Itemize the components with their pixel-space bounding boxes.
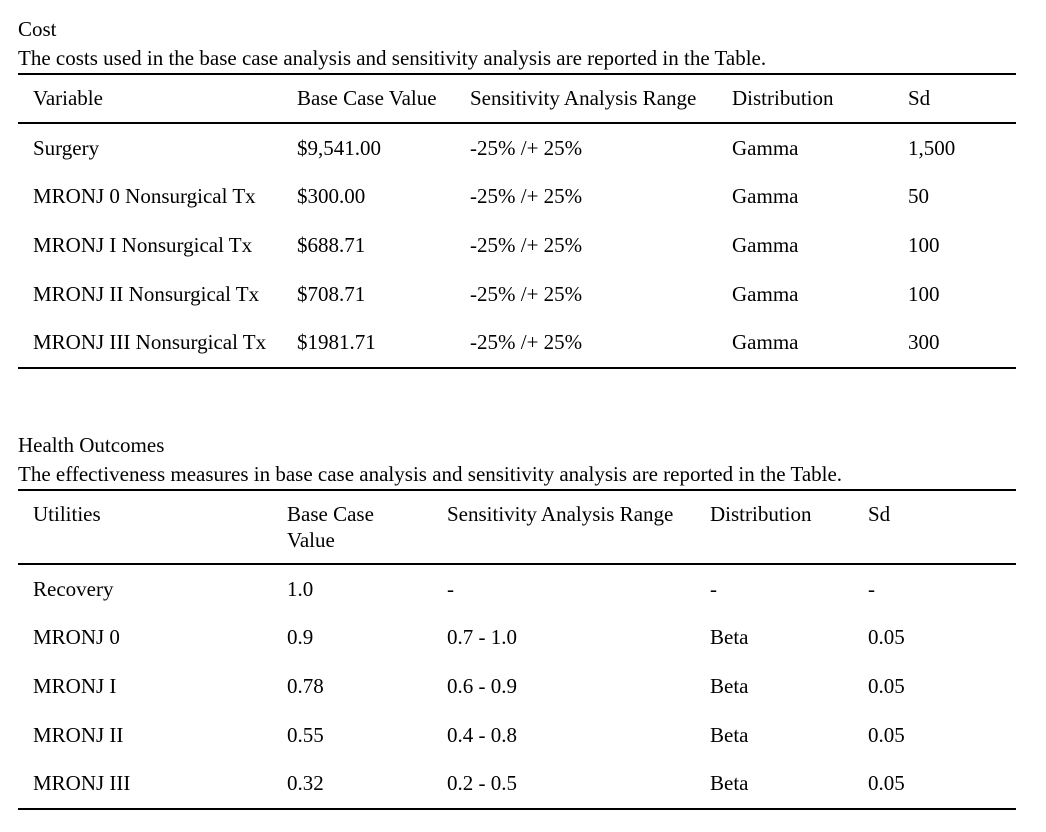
cell-sensitivity-range: -25% /+ 25% xyxy=(470,184,583,209)
cell-sd: 0.05 xyxy=(868,722,905,747)
cell-sensitivity-range: 0.6 - 0.9 xyxy=(447,673,517,698)
cell-distribution: Beta xyxy=(710,625,749,650)
cell-sd: 50 xyxy=(908,184,929,209)
cell-variable: Surgery xyxy=(33,135,100,160)
cell-base-case-value: 0.78 xyxy=(287,673,324,698)
cell-sd: 100 xyxy=(908,232,940,257)
cell-distribution: Gamma xyxy=(732,232,799,257)
cost-table: Variable Base Case Value Sensitivity Ana… xyxy=(18,73,1016,369)
cell-sensitivity-range: -25% /+ 25% xyxy=(470,135,583,160)
health-outcomes-section-subtitle: The effectiveness measures in base case … xyxy=(18,461,843,486)
cell-sensitivity-range: 0.2 - 0.5 xyxy=(447,771,517,796)
cell-distribution: Gamma xyxy=(732,135,799,160)
cell-base-case-value: $708.71 xyxy=(297,281,366,306)
cell-base-case-value: 0.9 xyxy=(287,625,314,650)
cell-base-case-value: $9,541.00 xyxy=(297,135,381,160)
cell-base-case-value: $688.71 xyxy=(297,232,366,257)
cell-sd: 0.05 xyxy=(868,673,905,698)
cell-sd: 1,500 xyxy=(908,135,956,160)
cell-distribution: Beta xyxy=(710,673,749,698)
cell-variable: MRONJ I Nonsurgical Tx xyxy=(33,232,253,257)
column-header-distribution: Distribution xyxy=(710,489,868,565)
table-row: MRONJ 0 0.9 0.7 - 1.0 Beta 0.05 xyxy=(18,614,1016,663)
column-header-sensitivity-range: Sensitivity Analysis Range xyxy=(470,74,732,124)
cost-section: Cost The costs used in the base case ana… xyxy=(18,15,1046,369)
cell-distribution: Gamma xyxy=(732,330,799,355)
column-header-sd: Sd xyxy=(908,74,1016,124)
table-row: Surgery $9,541.00 -25% /+ 25% Gamma 1,50… xyxy=(18,123,1016,173)
cell-sd: 100 xyxy=(908,281,940,306)
cell-sd: 0.05 xyxy=(868,625,905,650)
cell-sensitivity-range: -25% /+ 25% xyxy=(470,232,583,257)
cell-utility: MRONJ III xyxy=(33,771,131,796)
cell-sd: 300 xyxy=(908,330,940,355)
cell-sensitivity-range: -25% /+ 25% xyxy=(470,281,583,306)
column-header-base-case-value-text: Base Case Value xyxy=(287,501,374,552)
cell-sd: - xyxy=(868,576,875,601)
cost-table-header-row: Variable Base Case Value Sensitivity Ana… xyxy=(18,74,1016,124)
column-header-sd: Sd xyxy=(868,489,1016,565)
cost-section-title: Cost xyxy=(18,17,57,41)
health-outcomes-table-header-row: Utilities Base Case Value Sensitivity An… xyxy=(18,489,1016,565)
health-outcomes-table: Utilities Base Case Value Sensitivity An… xyxy=(18,488,1016,810)
table-row: MRONJ I 0.78 0.6 - 0.9 Beta 0.05 xyxy=(18,662,1016,711)
document-page: Cost The costs used in the base case ana… xyxy=(18,15,1046,810)
table-row: MRONJ 0 Nonsurgical Tx $300.00 -25% /+ 2… xyxy=(18,173,1016,222)
column-header-sensitivity-range: Sensitivity Analysis Range xyxy=(447,489,710,565)
cell-variable: MRONJ 0 Nonsurgical Tx xyxy=(33,184,256,209)
column-header-distribution: Distribution xyxy=(732,74,908,124)
cell-sd: 0.05 xyxy=(868,771,905,796)
table-row: MRONJ III Nonsurgical Tx $1981.71 -25% /… xyxy=(18,318,1016,368)
cell-distribution: - xyxy=(710,576,717,601)
cell-distribution: Beta xyxy=(710,722,749,747)
column-header-variable: Variable xyxy=(18,74,297,124)
cell-distribution: Gamma xyxy=(732,184,799,209)
health-outcomes-section-title: Health Outcomes xyxy=(18,432,165,457)
table-row: Recovery 1.0 - - - xyxy=(18,564,1016,614)
cell-sensitivity-range: -25% /+ 25% xyxy=(470,330,583,355)
cell-utility: MRONJ 0 xyxy=(33,625,120,650)
table-row: MRONJ II 0.55 0.4 - 0.8 Beta 0.05 xyxy=(18,711,1016,760)
cell-variable: MRONJ II Nonsurgical Tx xyxy=(33,281,260,306)
cell-utility: MRONJ I xyxy=(33,673,117,698)
cell-sensitivity-range: - xyxy=(447,576,454,601)
cell-base-case-value: $300.00 xyxy=(297,184,366,209)
table-row: MRONJ III 0.32 0.2 - 0.5 Beta 0.05 xyxy=(18,759,1016,809)
cell-utility: MRONJ II xyxy=(33,722,124,747)
cell-utility: Recovery xyxy=(33,576,114,601)
cell-base-case-value: 0.32 xyxy=(287,771,324,796)
cell-distribution: Beta xyxy=(710,771,749,796)
cell-sensitivity-range: 0.4 - 0.8 xyxy=(447,722,517,747)
cell-sensitivity-range: 0.7 - 1.0 xyxy=(447,625,517,650)
cost-section-subtitle: The costs used in the base case analysis… xyxy=(18,46,767,70)
table-row: MRONJ II Nonsurgical Tx $708.71 -25% /+ … xyxy=(18,270,1016,319)
cell-base-case-value: 0.55 xyxy=(287,722,324,747)
column-header-base-case-value: Base Case Value xyxy=(287,489,447,565)
column-header-base-case-value: Base Case Value xyxy=(297,74,470,124)
table-row: MRONJ I Nonsurgical Tx $688.71 -25% /+ 2… xyxy=(18,221,1016,270)
cell-distribution: Gamma xyxy=(732,281,799,306)
cell-base-case-value: 1.0 xyxy=(287,576,314,601)
cell-base-case-value: $1981.71 xyxy=(297,330,376,355)
health-outcomes-section: Health Outcomes The effectiveness measur… xyxy=(18,431,1046,810)
cell-variable: MRONJ III Nonsurgical Tx xyxy=(33,330,267,355)
column-header-utilities: Utilities xyxy=(18,489,287,565)
